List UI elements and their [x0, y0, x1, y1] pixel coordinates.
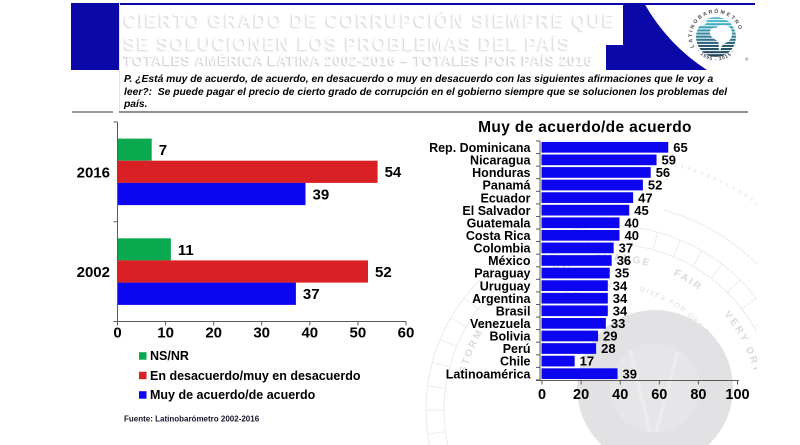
svg-text:Rep. Dominicana: Rep. Dominicana: [429, 141, 531, 155]
svg-text:Costa Rica: Costa Rica: [466, 229, 532, 243]
svg-text:80: 80: [690, 387, 706, 403]
svg-text:Paraguay: Paraguay: [474, 267, 530, 281]
svg-text:17: 17: [580, 354, 594, 369]
svg-text:7: 7: [159, 142, 167, 159]
svg-text:39: 39: [313, 186, 330, 203]
svg-text:40: 40: [625, 215, 639, 230]
svg-text:65: 65: [673, 140, 687, 155]
svg-text:37: 37: [303, 286, 320, 303]
svg-text:39: 39: [623, 366, 637, 381]
svg-text:52: 52: [375, 264, 392, 281]
svg-text:60: 60: [651, 387, 667, 403]
svg-text:0: 0: [113, 325, 121, 342]
svg-text:10: 10: [157, 325, 174, 342]
svg-text:Muy de acuerdo/de acuerdo: Muy de acuerdo/de acuerdo: [478, 119, 692, 136]
svg-text:Ecuador: Ecuador: [480, 191, 530, 205]
svg-text:NS/NR: NS/NR: [150, 349, 189, 363]
svg-text:40: 40: [625, 228, 639, 243]
svg-text:34: 34: [613, 303, 628, 318]
svg-text:Brasil: Brasil: [496, 304, 531, 318]
svg-text:20: 20: [573, 387, 589, 403]
svg-text:Venezuela: Venezuela: [470, 317, 531, 331]
svg-text:20: 20: [205, 325, 222, 342]
svg-text:Bolivia: Bolivia: [490, 330, 532, 344]
svg-text:34: 34: [613, 278, 628, 293]
svg-text:0: 0: [538, 387, 546, 403]
svg-text:Argentina: Argentina: [472, 292, 531, 306]
svg-text:Panamá: Panamá: [483, 179, 531, 193]
svg-text:Fuente: Latinobarómetro 2002-2: Fuente: Latinobarómetro 2002-2016: [124, 415, 260, 424]
svg-text:36: 36: [617, 253, 631, 268]
svg-text:Colombia: Colombia: [474, 242, 532, 256]
svg-text:50: 50: [350, 325, 367, 342]
svg-text:México: México: [488, 254, 531, 268]
svg-text:29: 29: [603, 329, 617, 344]
svg-text:33: 33: [611, 316, 625, 331]
svg-text:2002: 2002: [77, 264, 110, 281]
svg-text:35: 35: [615, 266, 629, 281]
svg-text:Uruguay: Uruguay: [480, 279, 531, 293]
svg-text:40: 40: [612, 387, 628, 403]
svg-text:2016: 2016: [77, 164, 110, 181]
svg-text:Chile: Chile: [500, 355, 531, 369]
svg-text:45: 45: [634, 203, 648, 218]
svg-text:59: 59: [662, 153, 676, 168]
svg-text:40: 40: [301, 325, 318, 342]
svg-text:54: 54: [385, 164, 402, 181]
svg-text:Nicaragua: Nicaragua: [470, 154, 531, 168]
svg-text:30: 30: [253, 325, 270, 342]
svg-text:34: 34: [613, 291, 628, 306]
svg-text:52: 52: [648, 178, 662, 193]
svg-text:Honduras: Honduras: [472, 166, 530, 180]
svg-text:60: 60: [398, 325, 415, 342]
svg-text:11: 11: [178, 242, 194, 259]
svg-text:56: 56: [656, 165, 670, 180]
svg-text:47: 47: [638, 190, 652, 205]
svg-text:Latinoamérica: Latinoamérica: [446, 367, 532, 381]
svg-text:Perú: Perú: [503, 342, 531, 356]
svg-text:En desacuerdo/muy en desacuerd: En desacuerdo/muy en desacuerdo: [150, 369, 361, 383]
svg-text:®: ®: [745, 56, 749, 62]
svg-text:28: 28: [601, 341, 615, 356]
svg-text:Guatemala: Guatemala: [467, 216, 532, 230]
svg-text:100: 100: [725, 387, 749, 403]
svg-text:37: 37: [619, 241, 633, 256]
svg-text:Muy de acuerdo/de acuerdo: Muy de acuerdo/de acuerdo: [150, 388, 316, 402]
svg-text:El Salvador: El Salvador: [462, 204, 530, 218]
